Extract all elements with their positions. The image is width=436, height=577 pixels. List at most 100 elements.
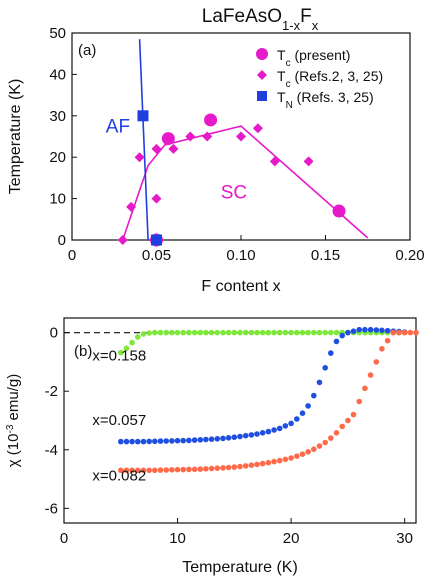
data-point [231, 329, 238, 336]
data-point [390, 329, 397, 336]
data-point [384, 327, 391, 334]
data-point [288, 455, 294, 461]
data-point-diamond [168, 143, 179, 154]
data-point [203, 329, 209, 336]
data-point-square [137, 110, 149, 122]
data-point [135, 438, 141, 445]
data-point [146, 330, 152, 336]
data-point [294, 329, 300, 336]
data-point [276, 457, 283, 464]
data-point [186, 466, 192, 473]
data-point [248, 329, 255, 336]
data-point [413, 329, 419, 336]
data-point [282, 423, 289, 429]
data-point-diamond [269, 156, 280, 167]
data-point [152, 467, 158, 474]
region-label: AF [106, 116, 130, 137]
x-tick-label: 30 [396, 530, 413, 547]
data-point [288, 329, 294, 336]
series-label: x=0.057 [92, 412, 146, 429]
data-point [367, 326, 374, 333]
data-point [407, 329, 414, 336]
data-point [362, 385, 368, 392]
panel-b-susceptibility: 0 10 20 30 0 -2 -4 -6 Temperature (K) χ (10-3 emu… [5, 317, 419, 576]
data-point [123, 438, 130, 445]
data-point [118, 438, 124, 445]
data-point [350, 411, 357, 418]
phase-boundary-line [121, 125, 369, 241]
data-point [333, 338, 340, 345]
data-point [225, 435, 232, 441]
data-point [322, 329, 329, 336]
x-axis-label: F content x [201, 278, 280, 295]
data-point [214, 465, 221, 472]
data-point-diamond [151, 193, 162, 204]
y-tick-label: 50 [49, 25, 66, 42]
data-point [373, 327, 380, 333]
data-point [140, 438, 147, 445]
data-point [163, 329, 169, 336]
y-tick-label: 0 [50, 325, 58, 342]
data-point [135, 334, 141, 340]
data-point [265, 459, 272, 466]
data-point [328, 329, 334, 336]
data-point [333, 430, 340, 436]
data-point-diamond [202, 131, 213, 142]
y-axis-label: Temperature (K) [7, 79, 24, 195]
data-point [203, 436, 209, 443]
data-point [225, 464, 232, 471]
region-label: SC [221, 183, 247, 204]
data-point [305, 449, 311, 455]
data-point [299, 451, 306, 458]
y-axis-label: χ (10-3 emu/g) [5, 374, 23, 468]
data-point [237, 463, 243, 470]
data-point [322, 439, 329, 446]
y-tick-label: -6 [45, 500, 58, 517]
data-point [157, 438, 164, 444]
data-point [299, 410, 306, 417]
data-point [118, 349, 124, 356]
data-point [242, 463, 249, 469]
data-point [197, 466, 204, 472]
data-point-circle [161, 132, 175, 146]
data-point [152, 438, 158, 445]
data-point [248, 432, 255, 438]
series-label: x=0.082 [92, 468, 146, 485]
data-point-diamond [151, 143, 162, 154]
data-point [214, 329, 221, 336]
data-point [242, 329, 249, 336]
legend-entry: Tc (Refs.2, 3, 25) [277, 68, 383, 90]
legend-marker-circle [256, 48, 268, 60]
data-point [163, 467, 169, 473]
data-point [152, 329, 158, 336]
data-point [197, 329, 204, 336]
data-point [220, 465, 226, 471]
x-tick-label: 0 [60, 530, 68, 547]
data-point [169, 467, 175, 473]
data-point [169, 329, 175, 336]
data-point [254, 329, 260, 336]
data-point [362, 326, 368, 333]
data-point [208, 329, 215, 336]
figure-title: LaFeAsO1-xFx [202, 6, 319, 33]
data-point-diamond [134, 152, 145, 163]
data-point [316, 379, 323, 386]
data-point-circle [332, 204, 346, 218]
data-point [294, 416, 300, 422]
data-point [271, 329, 277, 336]
x-tick-label: 10 [169, 530, 186, 547]
data-point [322, 365, 329, 371]
data-point [379, 346, 385, 352]
x-tick-label: 0.10 [226, 247, 255, 264]
data-point [129, 438, 135, 445]
data-point [328, 435, 334, 441]
data-point [191, 437, 198, 443]
data-point [396, 329, 402, 336]
data-point [157, 329, 164, 336]
data-point [163, 438, 169, 444]
data-point [282, 456, 289, 463]
data-point [146, 467, 152, 474]
data-point [259, 329, 266, 336]
data-point [169, 438, 175, 444]
